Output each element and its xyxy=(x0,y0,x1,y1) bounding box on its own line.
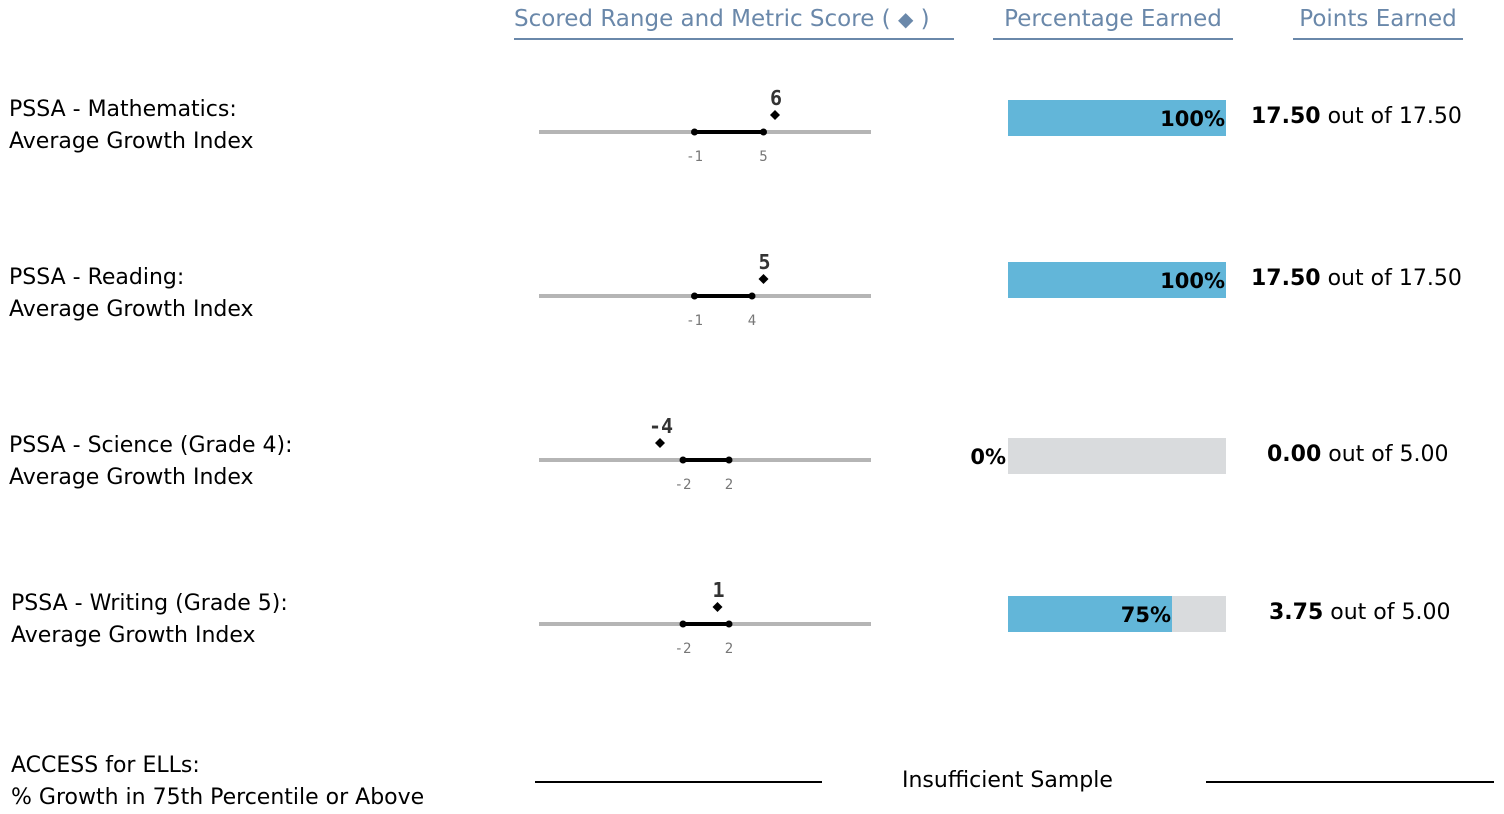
scale-svg: -1 5 6 xyxy=(539,86,871,165)
scored-range-scale: -2 2 -4 xyxy=(539,408,871,498)
range-high-label: 2 xyxy=(725,477,733,493)
range-low-dot xyxy=(679,456,687,464)
metric-score-label: -4 xyxy=(649,414,673,438)
scale-svg: -2 2 1 xyxy=(539,578,871,657)
points-total: 5.00 xyxy=(1399,442,1449,467)
range-high-dot xyxy=(748,292,756,300)
row-label-reading: PSSA - Reading: Average Growth Index xyxy=(9,262,254,326)
percentage-bar: 75% xyxy=(1008,596,1226,632)
points-sep: out of xyxy=(1327,104,1392,129)
percentage-bar: 0% xyxy=(970,438,1226,474)
row-label-science: PSSA - Science (Grade 4): Average Growth… xyxy=(9,430,293,494)
range-low-label: -2 xyxy=(675,477,692,493)
divider-line-right xyxy=(1206,781,1494,783)
percentage-label: 100% xyxy=(1160,269,1225,293)
metric-score-diamond-icon xyxy=(758,274,769,284)
percentage-bar: 100% xyxy=(1008,100,1226,136)
row-label-math: PSSA - Mathematics: Average Growth Index xyxy=(9,94,254,158)
range-low-label: -1 xyxy=(686,149,703,165)
percentage-label: 0% xyxy=(970,445,1006,469)
points-earned: 0.00 out of 5.00 xyxy=(1267,442,1449,467)
header-percentage-earned: Percentage Earned xyxy=(993,6,1233,40)
header-scored-range: Scored Range and Metric Score ( ◆ ) xyxy=(514,6,954,40)
row-label-line1: PSSA - Science (Grade 4): xyxy=(9,433,293,458)
points-total: 5.00 xyxy=(1401,600,1451,625)
percentage-label: 75% xyxy=(1120,603,1171,627)
range-low-dot xyxy=(691,292,698,300)
points-earned: 17.50 out of 17.50 xyxy=(1251,104,1462,129)
points-sep: out of xyxy=(1327,266,1392,291)
metric-score-diamond-icon xyxy=(655,438,665,448)
scored-range-scale: -1 5 6 xyxy=(539,80,871,170)
range-high-dot xyxy=(760,128,767,136)
metric-score-label: 5 xyxy=(758,250,770,274)
header-paren-close: ) xyxy=(920,6,930,32)
scale-svg: -2 2 -4 xyxy=(539,414,871,493)
range-high-dot xyxy=(725,456,733,464)
metric-score-diamond-icon xyxy=(712,602,723,612)
percentage-bar: 100% xyxy=(1008,262,1226,298)
metric-score-diamond-icon xyxy=(770,110,780,120)
range-high-label: 2 xyxy=(725,641,733,657)
row-label-writing: PSSA - Writing (Grade 5): Average Growth… xyxy=(11,588,288,652)
range-low-dot xyxy=(679,620,687,628)
points-earned-value: 17.50 xyxy=(1251,266,1321,291)
range-high-label: 5 xyxy=(759,149,767,165)
divider-line-left xyxy=(535,781,822,783)
row-label-line2: Average Growth Index xyxy=(9,129,254,154)
percentage-bar-fill xyxy=(1008,100,1226,136)
row-label-line1: ACCESS for ELLs: xyxy=(11,753,200,778)
points-earned-value: 0.00 xyxy=(1267,442,1322,467)
points-sep: out of xyxy=(1330,600,1395,625)
range-high-dot xyxy=(725,620,733,628)
row-label-line2: % Growth in 75th Percentile or Above xyxy=(11,785,425,810)
points-sep: out of xyxy=(1328,442,1393,467)
header-scored-range-label: Scored Range and Metric Score xyxy=(514,6,875,32)
row-label-line2: Average Growth Index xyxy=(11,623,256,648)
percentage-bar-fill xyxy=(1008,262,1226,298)
row-label-line1: PSSA - Reading: xyxy=(9,265,185,290)
row-label-access: ACCESS for ELLs: % Growth in 75th Percen… xyxy=(11,750,424,814)
diamond-icon: ◆ xyxy=(897,7,914,31)
points-total: 17.50 xyxy=(1398,104,1462,129)
insufficient-sample-text: Insufficient Sample xyxy=(902,768,1113,793)
row-label-line1: PSSA - Mathematics: xyxy=(9,97,237,122)
points-earned-value: 3.75 xyxy=(1269,600,1324,625)
points-earned-value: 17.50 xyxy=(1251,104,1321,129)
percentage-label: 100% xyxy=(1160,107,1225,131)
header-points-earned: Points Earned xyxy=(1293,6,1463,40)
header-paren-open: ( xyxy=(881,6,891,32)
row-label-line1: PSSA - Writing (Grade 5): xyxy=(11,591,288,616)
scored-range-scale: -1 4 5 xyxy=(539,244,871,334)
row-label-line2: Average Growth Index xyxy=(9,297,254,322)
metric-score-label: 6 xyxy=(770,86,782,110)
percentage-bar-fill xyxy=(1008,596,1172,632)
range-low-label: -2 xyxy=(675,641,692,657)
row-label-line2: Average Growth Index xyxy=(9,465,254,490)
range-low-dot xyxy=(691,128,698,136)
scored-range-scale: -2 2 1 xyxy=(539,572,871,662)
range-high-label: 4 xyxy=(748,313,756,329)
points-total: 17.50 xyxy=(1398,266,1462,291)
points-earned: 3.75 out of 5.00 xyxy=(1269,600,1451,625)
scale-svg: -1 4 5 xyxy=(539,250,871,329)
points-earned: 17.50 out of 17.50 xyxy=(1251,266,1462,291)
metric-score-label: 1 xyxy=(712,578,724,602)
range-low-label: -1 xyxy=(686,313,703,329)
